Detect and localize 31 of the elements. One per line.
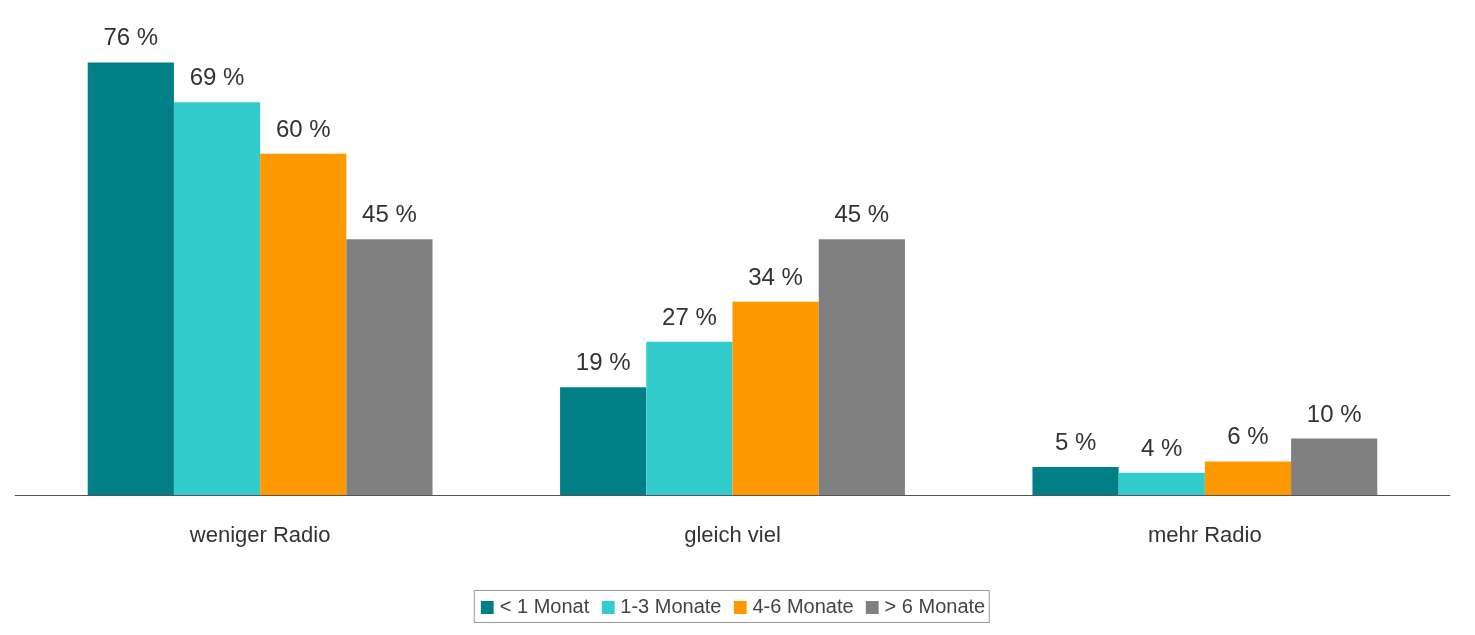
- legend-label: > 6 Monate: [884, 595, 986, 618]
- x-tick-label: gleich viel: [684, 521, 781, 547]
- bar: [646, 341, 733, 496]
- bar: [560, 387, 647, 496]
- legend-label: 4-6 Monate: [752, 595, 854, 618]
- data-label: 27 %: [662, 302, 717, 330]
- bar: [346, 239, 433, 496]
- bar: [1204, 461, 1292, 496]
- x-tick-label: mehr Radio: [1148, 521, 1262, 547]
- legend-label: 1-3 Monate: [620, 595, 722, 618]
- data-label: 45 %: [834, 200, 890, 228]
- bar: [1291, 438, 1378, 496]
- legend-label: < 1 Monat: [499, 595, 590, 618]
- data-label: 4 %: [1141, 433, 1183, 461]
- data-label: 76 %: [103, 23, 159, 51]
- data-label: 69 %: [189, 63, 245, 91]
- bar: [1032, 467, 1119, 496]
- bar: [173, 102, 261, 496]
- data-label: 45 %: [362, 200, 417, 228]
- data-label: 6 %: [1227, 422, 1269, 450]
- bar: [1118, 472, 1205, 496]
- bar: [87, 62, 174, 496]
- data-label: 10 %: [1306, 399, 1362, 427]
- data-label: 60 %: [275, 114, 331, 142]
- bar: [260, 153, 347, 496]
- bar: [818, 239, 905, 496]
- bar: [732, 301, 819, 496]
- data-label: 19 %: [575, 348, 631, 376]
- data-label: 34 %: [748, 262, 803, 290]
- data-label: 5 %: [1054, 428, 1097, 456]
- x-tick-label: weniger Radio: [188, 521, 331, 547]
